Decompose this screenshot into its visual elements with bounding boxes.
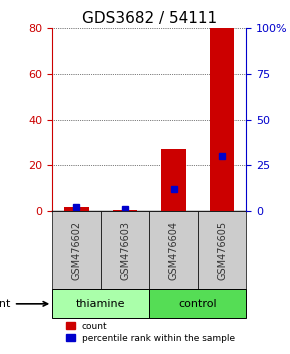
Text: GSM476604: GSM476604 bbox=[169, 221, 179, 280]
Bar bbox=[162, 149, 186, 211]
Legend: count, percentile rank within the sample: count, percentile rank within the sample bbox=[62, 318, 238, 346]
FancyBboxPatch shape bbox=[52, 211, 101, 290]
FancyBboxPatch shape bbox=[52, 290, 149, 318]
Bar bbox=[113, 210, 137, 211]
FancyBboxPatch shape bbox=[198, 211, 246, 290]
FancyBboxPatch shape bbox=[149, 290, 246, 318]
Title: GDS3682 / 54111: GDS3682 / 54111 bbox=[82, 11, 217, 26]
Text: GSM476602: GSM476602 bbox=[72, 221, 81, 280]
Text: agent: agent bbox=[0, 299, 48, 309]
Text: GSM476603: GSM476603 bbox=[120, 221, 130, 280]
FancyBboxPatch shape bbox=[149, 211, 198, 290]
Text: GSM476605: GSM476605 bbox=[217, 221, 227, 280]
Bar bbox=[210, 28, 234, 211]
Text: thiamine: thiamine bbox=[76, 299, 126, 309]
Text: control: control bbox=[179, 299, 217, 309]
Bar bbox=[64, 206, 89, 211]
FancyBboxPatch shape bbox=[101, 211, 149, 290]
